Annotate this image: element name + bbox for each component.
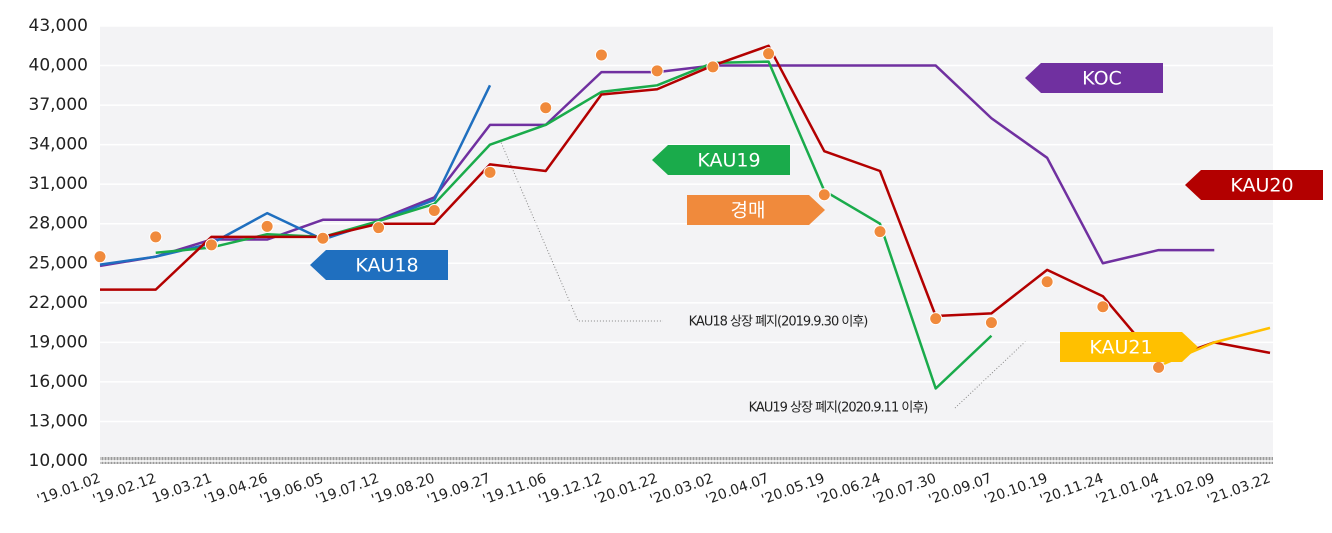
auction-point bbox=[1096, 300, 1110, 314]
legend-label: KAU21 bbox=[1089, 337, 1152, 359]
x-tick-label: '20.01.22 bbox=[592, 470, 660, 508]
series-line bbox=[99, 84, 492, 266]
y-tick-label: 40,000 bbox=[29, 56, 88, 76]
auction-point bbox=[706, 60, 720, 74]
auction-point bbox=[1152, 360, 1166, 374]
y-tick-label: 10,000 bbox=[29, 451, 88, 471]
x-tick-label: '19.11.06 bbox=[481, 470, 549, 508]
auction-point bbox=[260, 219, 274, 233]
auction-point bbox=[594, 48, 608, 62]
y-tick-label: 22,000 bbox=[29, 293, 88, 313]
auction-point bbox=[650, 64, 664, 78]
legend-label: 경매 bbox=[731, 200, 766, 222]
annotation: KAU18 상장 폐지(2019.9.30 이후) bbox=[689, 315, 868, 330]
y-tick-label: 31,000 bbox=[29, 174, 88, 194]
series-line bbox=[100, 44, 1271, 364]
series-tag bbox=[1185, 170, 1323, 200]
x-tick-label: '20.05.19 bbox=[759, 470, 827, 508]
x-tick-label: '20.04.07 bbox=[704, 470, 772, 508]
plot-background bbox=[100, 26, 1273, 461]
legend-label: KAU18 bbox=[355, 255, 418, 277]
auction-point bbox=[984, 316, 998, 330]
y-tick-label: 25,000 bbox=[29, 253, 88, 273]
auction-point bbox=[539, 101, 553, 115]
x-tick-label: '19.01.02 bbox=[35, 470, 103, 508]
y-tick-label: 43,000 bbox=[29, 16, 88, 36]
series-tag bbox=[1060, 332, 1198, 362]
auction-point bbox=[316, 231, 330, 245]
auction-point bbox=[1040, 275, 1054, 289]
x-tick-label: '20.07.30 bbox=[871, 470, 939, 508]
auction-point bbox=[427, 204, 441, 218]
legend-label: KAU19 bbox=[697, 150, 760, 172]
y-tick-label: 19,000 bbox=[29, 332, 88, 352]
x-tick-label: '19.08.20 bbox=[369, 470, 437, 508]
x-tick-label: '19.12.12 bbox=[536, 470, 604, 508]
y-tick-label: 37,000 bbox=[29, 95, 88, 115]
x-tick-label: '21.03.22 bbox=[1205, 470, 1273, 508]
x-tick-label: '19.07.12 bbox=[314, 470, 382, 508]
x-tick-label: '20.03.02 bbox=[648, 470, 716, 508]
y-tick-label: 16,000 bbox=[29, 372, 88, 392]
x-tick-label: '20.11.24 bbox=[1038, 470, 1106, 508]
series-tag bbox=[687, 195, 825, 225]
x-tick-label: '19.09.27 bbox=[425, 470, 493, 508]
auction-point bbox=[204, 238, 218, 252]
auction-point bbox=[149, 230, 163, 244]
y-tick-label: 28,000 bbox=[29, 214, 88, 234]
x-tick-label: '20.10.19 bbox=[982, 470, 1050, 508]
legend-label: KAU20 bbox=[1230, 175, 1293, 197]
auction-point bbox=[93, 250, 107, 264]
auction-point bbox=[762, 47, 776, 61]
series-tag bbox=[1025, 63, 1163, 93]
annotation: KAU19 상장 폐지(2020.9.11 이후) bbox=[749, 401, 928, 416]
x-tick-label: '21.01.04 bbox=[1094, 470, 1162, 508]
series-tag bbox=[310, 250, 448, 280]
auction-point bbox=[873, 225, 887, 239]
series-line bbox=[155, 60, 993, 390]
x-tick-label: '19.02.12 bbox=[91, 470, 159, 508]
series-tag bbox=[652, 145, 790, 175]
auction-point bbox=[483, 165, 497, 179]
x-tick-label: '21.02.09 bbox=[1149, 470, 1217, 508]
y-tick-label: 34,000 bbox=[29, 135, 88, 155]
legend-label: KOC bbox=[1082, 68, 1122, 90]
x-tick-label: '20.09.07 bbox=[926, 470, 994, 508]
x-tick-label: '19.06.05 bbox=[258, 470, 326, 508]
x-tick-label: '20.06.24 bbox=[815, 470, 883, 508]
x-tick-label: '19.04.26 bbox=[202, 470, 270, 508]
y-tick-label: 13,000 bbox=[29, 411, 88, 431]
auction-point bbox=[929, 312, 943, 326]
auction-point bbox=[372, 221, 386, 235]
auction-point bbox=[817, 188, 831, 202]
